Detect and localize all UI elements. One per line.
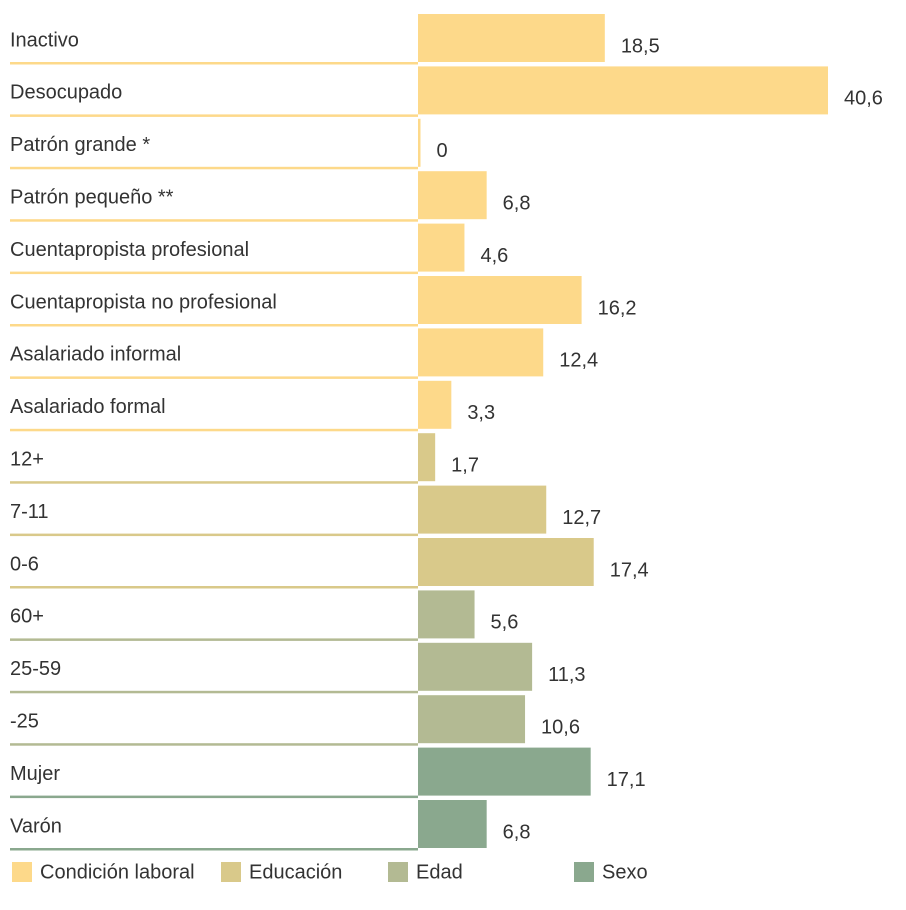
bar [418,380,452,429]
row-underline [10,166,418,170]
category-label: Inactivo [10,29,79,51]
bar [418,276,582,324]
row-underline [10,795,418,799]
value-label: 40,6 [844,88,883,110]
value-label: 6,8 [503,192,531,214]
row-underline [10,848,418,851]
bar [418,433,436,482]
legend-label: Sexo [602,861,648,883]
category-label: Asalariado informal [10,344,181,366]
category-label: 7-11 [10,501,49,523]
bar [418,66,828,115]
bar [418,538,594,586]
category-label: Desocupado [10,82,122,104]
legend-label: Educación [249,861,342,883]
legend-swatch [12,862,32,882]
value-label: 17,4 [610,559,649,581]
legend-swatch [574,862,594,882]
value-label: 4,6 [480,245,508,267]
category-label: 25-59 [10,658,61,680]
bar [418,800,487,848]
category-label: Cuentapropista no profesional [10,291,277,313]
category-label: Patrón grande * [10,134,150,156]
bar [418,590,475,639]
value-label: 3,3 [467,402,495,424]
row-underline [10,690,418,694]
row-underline [10,114,418,117]
category-label: 12+ [10,448,44,470]
category-label: 0-6 [10,553,39,575]
row-underline [10,533,418,537]
category-label: Cuentapropista profesional [10,239,249,261]
category-label: Asalariado formal [10,396,166,418]
legend-swatch [388,862,408,882]
bar [418,642,533,691]
category-label: -25 [10,710,39,732]
value-label: 18,5 [621,35,660,57]
value-label: 10,6 [541,716,580,738]
row-underline [10,219,418,222]
bar [418,747,591,796]
value-label: 6,8 [503,821,531,843]
value-label: 11,3 [548,664,585,686]
row-underline [10,376,418,379]
row-underline [10,743,418,746]
row-underline [10,428,418,432]
row-underline [10,586,418,589]
legend-label: Edad [416,861,463,883]
category-label: Patrón pequeño ** [10,186,174,208]
value-label: 1,7 [451,454,479,476]
bar [418,695,526,744]
value-label: 0 [437,140,448,162]
value-label: 12,7 [562,507,601,529]
row-underline [10,62,418,65]
bar [418,118,421,167]
category-label: Mujer [10,763,60,785]
bar [418,223,465,272]
bar [418,14,605,62]
value-label: 12,4 [559,350,598,372]
legend-label: Condición laboral [40,861,195,883]
row-underline [10,481,418,484]
category-label: Varón [10,815,62,837]
row-underline [10,271,418,275]
row-underline [10,324,418,327]
category-label: 60+ [10,606,44,628]
row-underline [10,638,418,641]
bar [418,485,547,534]
bar [418,328,544,377]
value-label: 5,6 [491,612,519,634]
value-label: 17,1 [607,769,646,791]
bar [418,171,487,220]
legend-swatch [221,862,241,882]
value-label: 16,2 [598,297,637,319]
